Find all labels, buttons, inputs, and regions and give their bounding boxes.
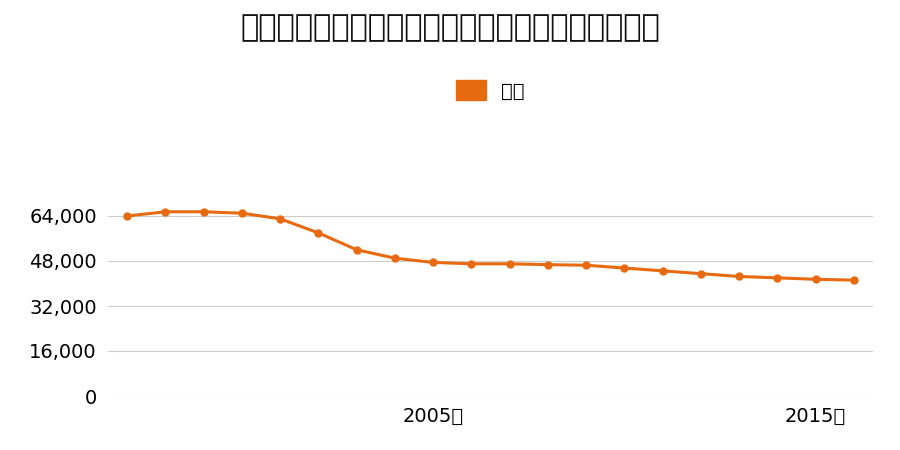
- Text: 新潟県新発田市新富町２丁目６１２番６の地価推移: 新潟県新発田市新富町２丁目６１２番６の地価推移: [240, 14, 660, 42]
- Legend: 価格: 価格: [448, 73, 533, 109]
